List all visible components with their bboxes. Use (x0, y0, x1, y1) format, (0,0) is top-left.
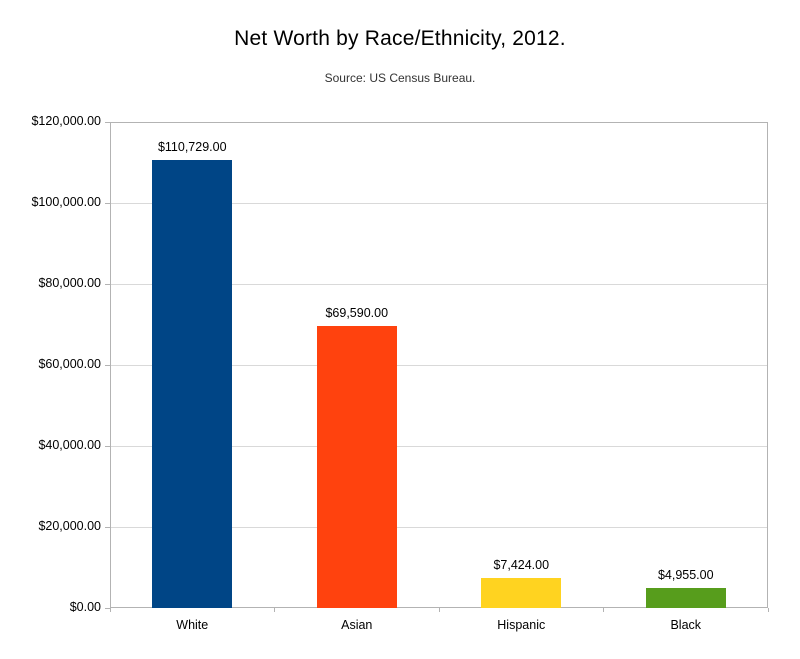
y-axis-label: $40,000.00 (38, 438, 101, 452)
plot-frame (110, 122, 768, 608)
y-axis-label: $80,000.00 (38, 276, 101, 290)
bar-value-label: $110,729.00 (157, 140, 227, 154)
y-axis-label: $120,000.00 (31, 114, 101, 128)
y-axis-label: $0.00 (69, 600, 101, 614)
x-axis-category-label: Black (670, 618, 702, 632)
x-axis-tick (767, 608, 769, 612)
bar-white (152, 160, 233, 608)
y-gridline (110, 445, 768, 447)
y-axis-label: $100,000.00 (31, 195, 101, 209)
chart-title: Net Worth by Race/Ethnicity, 2012. (234, 27, 566, 50)
y-axis-tick (105, 121, 110, 123)
y-gridline (110, 283, 768, 285)
y-gridline (110, 526, 768, 528)
x-axis-tick (438, 608, 440, 612)
x-axis-tick (109, 608, 111, 612)
bar-value-label: $69,590.00 (325, 306, 389, 320)
y-axis-tick (105, 526, 110, 528)
y-gridline (110, 364, 768, 366)
y-axis-tick (105, 202, 110, 204)
bar-value-label: $7,424.00 (493, 558, 550, 572)
chart-subtitle: Source: US Census Bureau. (324, 71, 476, 85)
bar-hispanic (481, 578, 562, 608)
y-axis-tick (105, 283, 110, 285)
x-axis-tick (603, 608, 604, 612)
y-axis-tick (105, 445, 110, 447)
y-axis-tick (105, 364, 110, 366)
y-gridline (110, 202, 768, 204)
x-axis-category-label: Asian (341, 618, 373, 632)
bar-asian (316, 326, 397, 608)
y-axis-tick (105, 607, 110, 609)
y-axis-label: $20,000.00 (38, 519, 101, 533)
x-axis-category-label: Hispanic (497, 618, 546, 632)
x-axis-tick (274, 608, 275, 612)
bar-black (645, 588, 726, 608)
y-axis-label: $60,000.00 (38, 357, 101, 371)
bar-value-label: $4,955.00 (657, 568, 714, 582)
x-axis-category-label: White (176, 618, 209, 632)
